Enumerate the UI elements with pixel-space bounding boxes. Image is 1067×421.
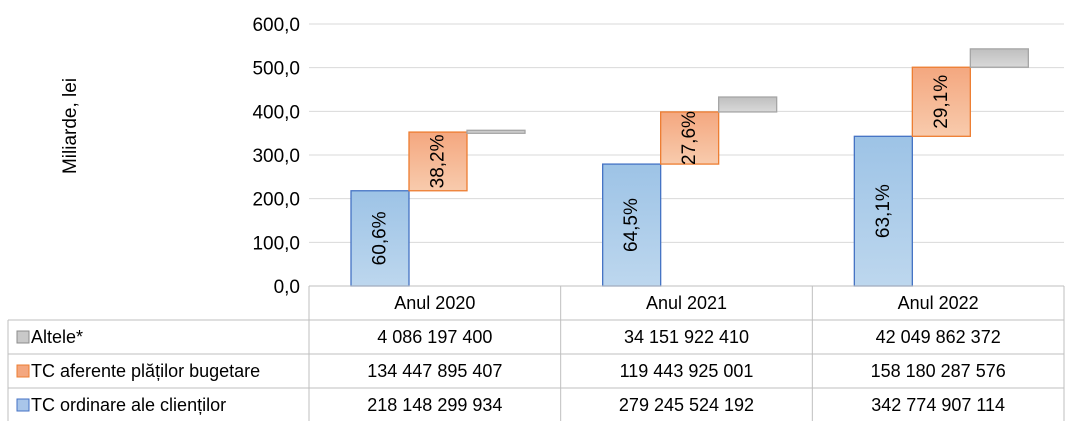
- category-label: Anul 2020: [394, 293, 475, 313]
- table-cell: 4 086 197 400: [377, 327, 492, 347]
- y-tick-label: 200,0: [252, 190, 300, 211]
- data-table: Anul 2020 Anul 2021 Anul 2022 Altele* 4 086 …: [7, 285, 1065, 421]
- bar: [466, 129, 526, 134]
- bars: 60,6% 38,2% 64,5% 27,6% 63,1% 29,1%: [350, 48, 1029, 287]
- bar: [660, 111, 720, 165]
- legend-swatch: [16, 330, 30, 344]
- bar-group: [969, 48, 1029, 68]
- bar: [853, 135, 913, 287]
- legend-label: Altele*: [31, 327, 83, 347]
- y-tick-label: 500,0: [252, 59, 300, 80]
- data-label: 63,1%: [873, 184, 894, 238]
- legend-swatch: [16, 364, 30, 378]
- table-cell: 158 180 287 576: [871, 361, 1006, 381]
- bar-group: [466, 129, 526, 134]
- y-tick-label: 300,0: [252, 146, 300, 167]
- legend-label: TC ordinare ale clienților: [31, 395, 226, 415]
- bar-group: 29,1%: [911, 66, 971, 137]
- y-tick-label: 0,0: [274, 277, 300, 298]
- table-cell: 218 148 299 934: [367, 395, 502, 415]
- bar-group: 63,1%: [853, 135, 913, 287]
- table-cell: 342 774 907 114: [871, 395, 1005, 415]
- bar-group: 38,2%: [408, 131, 468, 192]
- bar-group: 64,5%: [602, 163, 662, 287]
- category-label: Anul 2022: [898, 293, 979, 313]
- bar-group: 27,6%: [660, 111, 720, 165]
- bar: [911, 66, 971, 137]
- table-cell: 119 443 925 001: [620, 361, 754, 381]
- legend-label: TC aferente plăților bugetare: [31, 361, 260, 381]
- legend-swatch: [16, 398, 30, 412]
- data-label: 27,6%: [679, 111, 700, 165]
- bar: [602, 163, 662, 287]
- bar: [408, 131, 468, 192]
- data-label: 29,1%: [931, 75, 952, 129]
- data-label: 64,5%: [621, 198, 642, 252]
- bar-group: 60,6%: [350, 190, 410, 287]
- y-tick-label: 400,0: [252, 102, 300, 123]
- table-row: Altele* 4 086 197 400 34 151 922 410 42 049…: [16, 327, 1001, 347]
- bar: [969, 48, 1029, 68]
- y-tick-label: 600,0: [252, 15, 300, 36]
- data-label: 38,2%: [428, 134, 449, 188]
- bar-group: [718, 96, 778, 113]
- y-axis-ticks: 0,0 100,0 200,0 300,0 400,0 500,0 600,0: [252, 15, 300, 298]
- table-row: TC aferente plăților bugetare 134 447 895…: [16, 361, 1006, 381]
- category-label: Anul 2021: [646, 293, 727, 313]
- bar: [718, 96, 778, 113]
- table-row: TC ordinare ale clienților 218 148 299 93…: [16, 395, 1005, 415]
- table-cell: 134 447 895 407: [367, 361, 502, 381]
- y-axis-label: Miliarde, lei: [60, 78, 81, 174]
- table-cell: 42 049 862 372: [876, 327, 1001, 347]
- table-cell: 34 151 922 410: [624, 327, 749, 347]
- y-tick-label: 100,0: [252, 233, 300, 254]
- data-label: 60,6%: [370, 211, 391, 265]
- table-cell: 279 245 524 192: [619, 395, 754, 415]
